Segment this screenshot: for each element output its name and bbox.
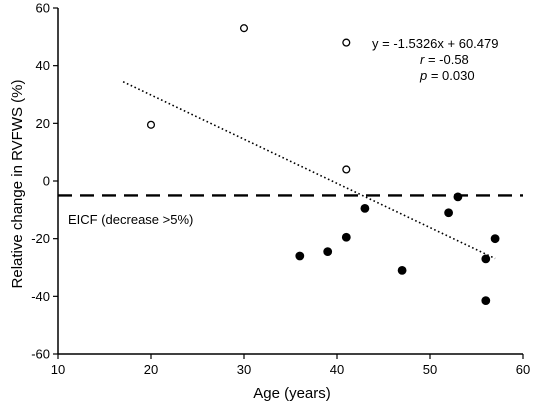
x-tick-label: 60 xyxy=(516,362,530,377)
filled-point xyxy=(360,203,370,213)
open-point xyxy=(342,38,351,47)
data-points xyxy=(146,24,500,306)
filled-point xyxy=(481,296,491,306)
filled-point xyxy=(295,251,305,261)
y-tick-label: 60 xyxy=(36,1,50,16)
open-point xyxy=(342,165,351,174)
x-tick-label: 50 xyxy=(423,362,437,377)
y-tick-label: 0 xyxy=(43,174,50,189)
x-tick-label: 10 xyxy=(51,362,65,377)
filled-point xyxy=(323,247,333,257)
r-symbol: r xyxy=(420,52,425,67)
open-point xyxy=(146,120,156,129)
filled-point xyxy=(453,192,463,202)
x-tick-label: 20 xyxy=(144,362,158,377)
p-value: p = 0.030 xyxy=(419,68,475,83)
y-tick-label: -20 xyxy=(31,231,50,246)
filled-point xyxy=(341,232,351,242)
filled-point xyxy=(397,265,407,275)
ticks: -60 -40 -20 0 20 40 60 10 20 30 40 50 60 xyxy=(31,1,530,378)
x-tick-label: 30 xyxy=(237,362,251,377)
open-point xyxy=(239,24,249,33)
regression-equation: y = -1.5326x + 60.479 xyxy=(372,36,498,51)
p-symbol: p xyxy=(419,68,427,83)
y-tick-label: -60 xyxy=(31,347,50,362)
y-tick-label: -40 xyxy=(31,289,50,304)
y-tick-label: 20 xyxy=(36,116,50,131)
filled-point xyxy=(444,208,454,218)
reference-lines xyxy=(58,81,523,260)
r-value-text: = -0.58 xyxy=(424,52,468,67)
x-axis-label: Age (years) xyxy=(253,385,331,402)
threshold-label: EICF (decrease >5%) xyxy=(68,212,193,227)
correlation-r: r = -0.58 xyxy=(420,52,469,67)
filled-point xyxy=(490,234,500,244)
x-tick-label: 40 xyxy=(330,362,344,377)
y-axis-label: Relative change in RVFWS (%) xyxy=(9,80,26,289)
trendline xyxy=(122,81,496,260)
y-tick-label: 40 xyxy=(36,58,50,73)
p-value-text: = 0.030 xyxy=(427,68,474,83)
filled-point xyxy=(481,254,491,264)
